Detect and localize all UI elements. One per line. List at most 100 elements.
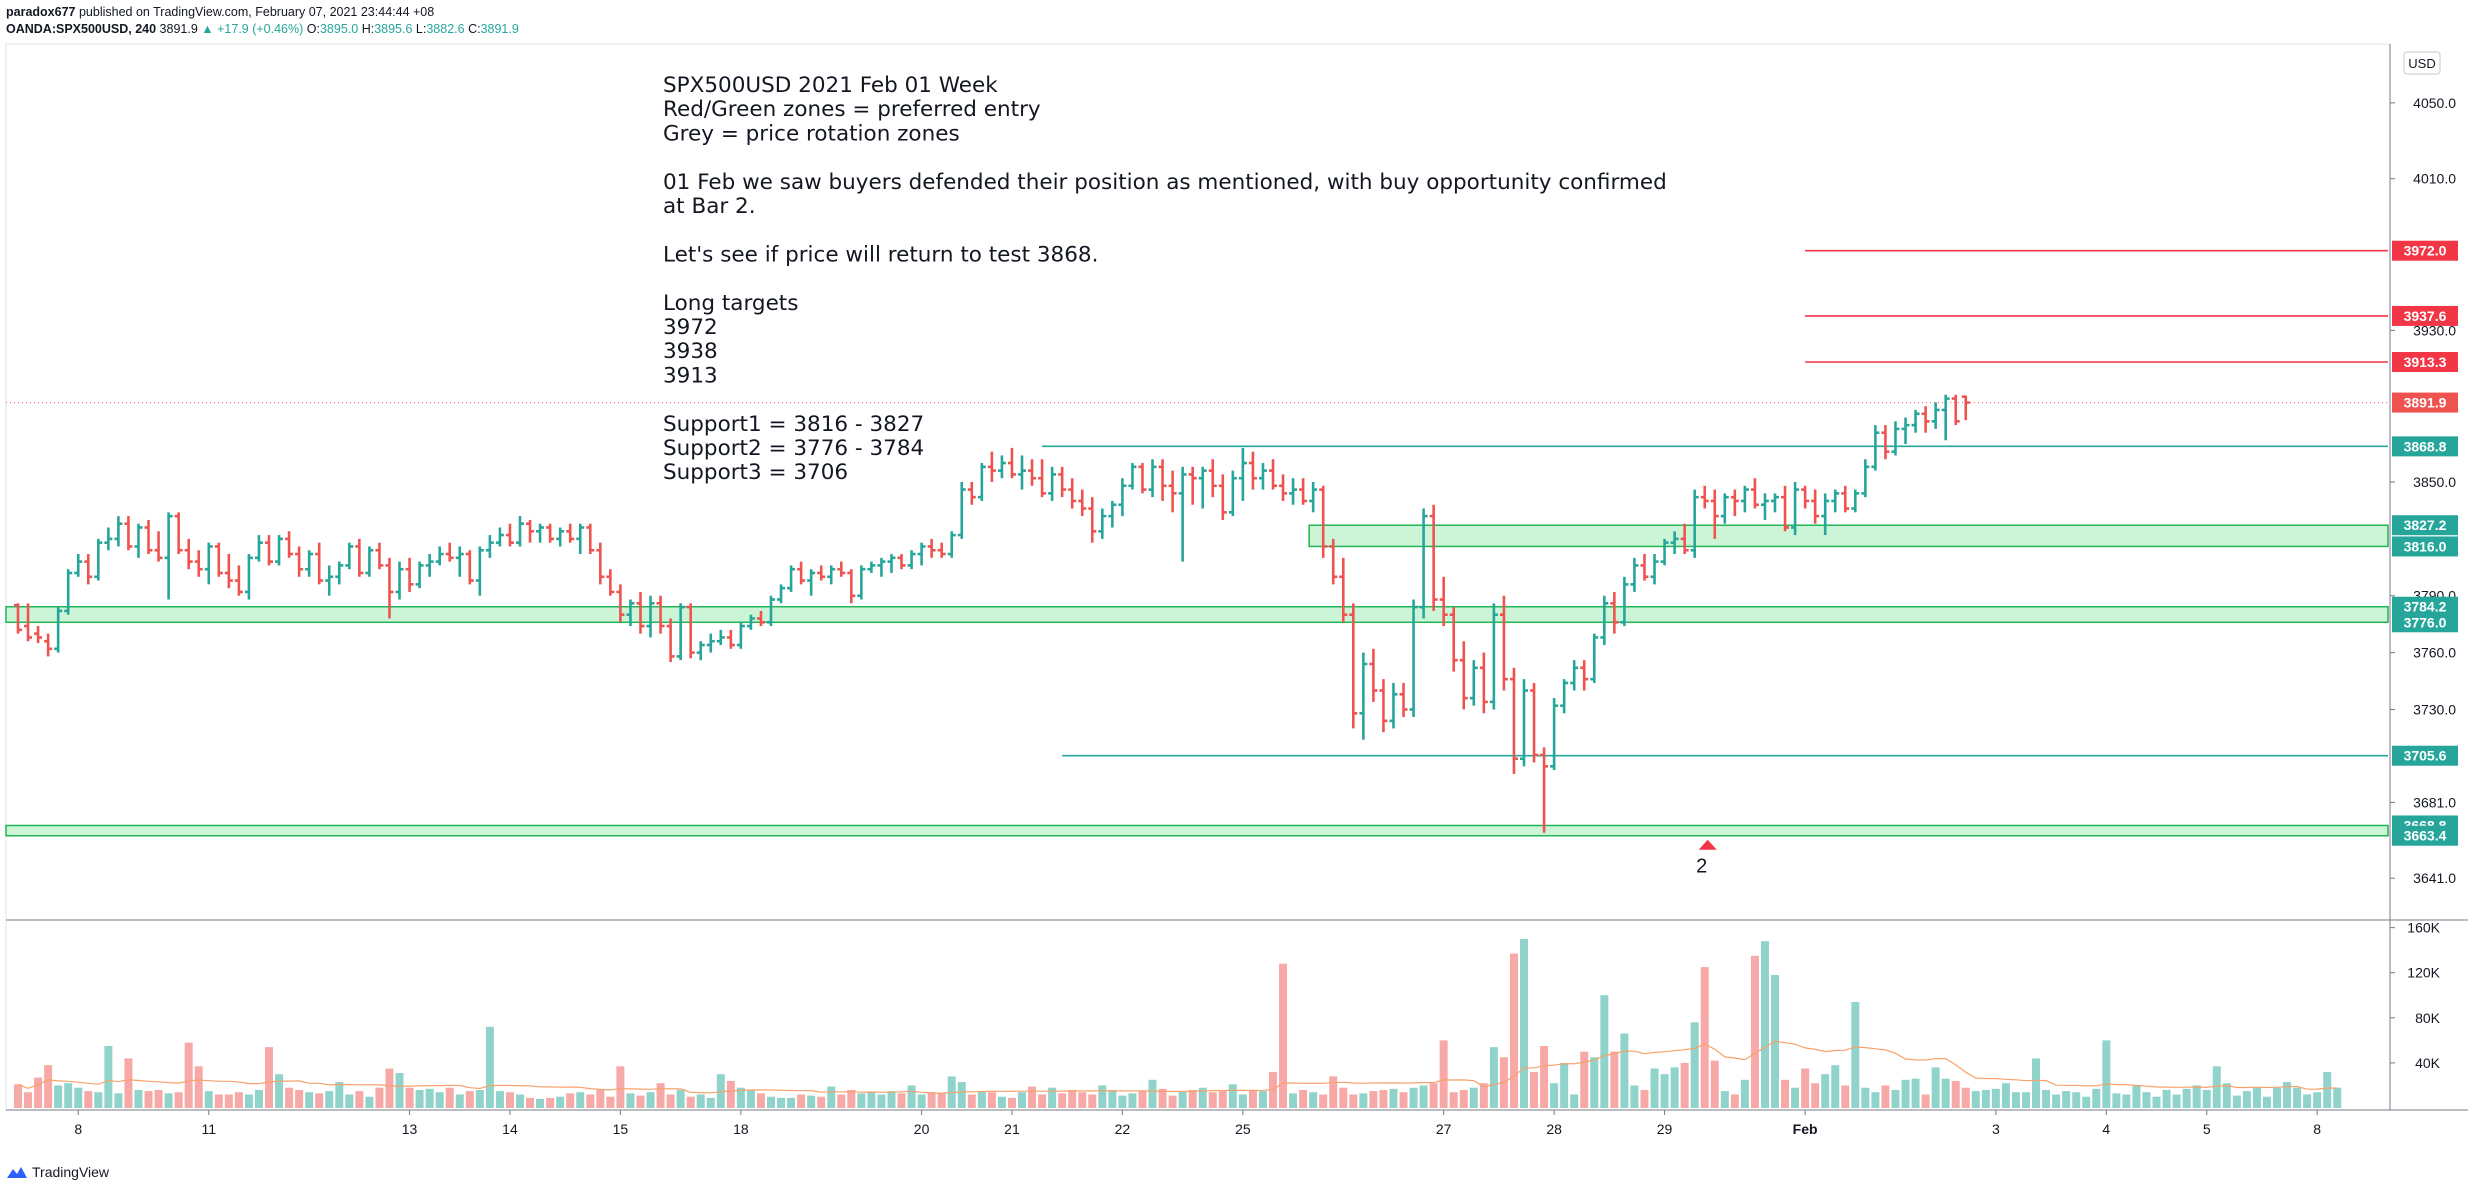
volume-bar <box>817 1096 826 1108</box>
chart-annotation[interactable]: SPX500USD 2021 Feb 01 Week Red/Green zone… <box>663 73 1667 485</box>
volume-bar <box>897 1093 906 1108</box>
ohlc-bar <box>1349 603 1358 729</box>
volume-bar <box>2242 1091 2251 1108</box>
volume-bar <box>1670 1067 1679 1108</box>
volume-bar <box>827 1086 836 1108</box>
ohlc-bar <box>656 595 665 634</box>
volume-bar <box>1911 1078 1920 1108</box>
ohlc-bar <box>194 550 203 577</box>
volume-bar <box>1891 1089 1900 1108</box>
volume-bar <box>1299 1089 1308 1108</box>
ohlc-bar <box>1851 489 1860 513</box>
volume-bar <box>1540 1046 1549 1108</box>
ohlc-bar <box>1580 660 1589 691</box>
ohlc-bar <box>104 527 113 551</box>
author-name[interactable]: paradox677 <box>6 5 76 19</box>
annotation-line <box>663 146 670 171</box>
volume-bar <box>244 1094 253 1108</box>
volume-bar <box>1118 1095 1127 1108</box>
volume-bar <box>536 1098 545 1108</box>
ohlc-bar <box>1018 455 1026 490</box>
ohlc-bar <box>244 554 253 600</box>
support-zone-1[interactable] <box>1308 524 2389 548</box>
arrow-up-icon <box>1698 839 1717 850</box>
volume-bar <box>305 1092 314 1108</box>
ohlc-bar <box>566 523 575 543</box>
volume-bar <box>2222 1083 2231 1108</box>
volume-ma-line <box>17 1040 2338 1094</box>
volume-bar <box>1459 1089 1468 1108</box>
ohlc-bar <box>1640 554 1649 581</box>
volume-bar <box>977 1091 986 1108</box>
last-price-label <box>2392 392 2458 413</box>
ohlc-bar <box>1961 395 1970 421</box>
tradingview-footer[interactable]: TradingView <box>6 1164 109 1180</box>
volume-bar <box>1720 1091 1729 1108</box>
currency-badge[interactable]: USD <box>2403 51 2441 75</box>
ohlc-bar <box>44 633 53 657</box>
ohlc-bar <box>124 516 133 551</box>
volume-bar <box>546 1097 555 1108</box>
volume-bar <box>355 1091 364 1108</box>
level-label-text: 3913.3 <box>2404 354 2447 370</box>
support-zone-2[interactable] <box>5 605 2389 624</box>
volume-bar <box>1981 1089 1990 1108</box>
ohlc-bar <box>1771 493 1779 513</box>
ohlc-bar <box>1208 459 1217 498</box>
volume-bar <box>1409 1087 1418 1108</box>
ohlc-bar <box>977 463 986 501</box>
symbol-name[interactable]: OANDA:SPX500USD, 240 <box>6 22 157 36</box>
volume-bar <box>1520 938 1528 1108</box>
ohlc-bar <box>485 535 494 558</box>
ohlc-bar <box>887 554 896 573</box>
ohlc-bar <box>767 595 775 627</box>
support-zone-3[interactable] <box>5 824 2389 837</box>
ohlc-bar <box>1590 633 1599 683</box>
ohlc-bar <box>1048 466 1057 501</box>
annotation-line: at Bar 2. <box>663 194 756 219</box>
price-axis[interactable]: 4050.04010.03930.03850.03790.03760.03730… <box>2390 95 2456 886</box>
time-axis[interactable]: 8 11 13 14 15 18 20 21 22 25 27 28 29 Feb 3 4 5 8 <box>74 1110 2321 1137</box>
time-tick-label: 20 <box>914 1121 930 1137</box>
volume-bar <box>1218 1091 1227 1108</box>
volume-bar <box>706 1097 715 1108</box>
ohlc-bar <box>254 535 263 562</box>
ohlc-bar <box>1198 466 1207 509</box>
volume-bar <box>606 1096 615 1108</box>
ohlc-bar <box>1289 478 1298 505</box>
volume-bar <box>1931 1067 1940 1108</box>
zone-label-text: 3776.0 <box>2404 614 2447 630</box>
ohlc-bar <box>34 626 43 644</box>
ohlc-bar <box>937 542 946 558</box>
low-label: L: <box>415 22 427 36</box>
ohlc-bar <box>726 629 735 649</box>
zone-label <box>2392 596 2458 617</box>
ohlc-bar <box>1258 463 1267 490</box>
volume-bar <box>907 1085 916 1108</box>
volume-bar <box>1188 1089 1197 1108</box>
volume-axis[interactable]: 40K 80K 120K 160K <box>2390 920 2441 1071</box>
volume-bar <box>1921 1094 1930 1108</box>
volume-bar <box>144 1091 153 1108</box>
ohlc-bar <box>184 538 193 570</box>
volume-bar <box>2162 1089 2171 1108</box>
bar-marker-label: 2 <box>1696 856 1707 878</box>
volume-bar <box>265 1047 273 1108</box>
ohlc-bar <box>1178 466 1187 562</box>
volume-bar <box>1479 1083 1488 1108</box>
volume-bar <box>1198 1087 1207 1108</box>
volume-bar <box>2052 1094 2061 1108</box>
ohlc-bar <box>897 554 906 570</box>
volume-bar <box>887 1091 896 1108</box>
volume-bar <box>857 1093 866 1108</box>
volume-bar <box>54 1085 63 1108</box>
ohlc-bar <box>1138 463 1147 494</box>
time-tick-label: 21 <box>1004 1121 1020 1137</box>
level-label-text: 3937.6 <box>2404 308 2447 324</box>
ohlc-bar <box>536 523 545 543</box>
annotation-line: Let's see if price will return to test 3… <box>663 242 1098 267</box>
volume-bar <box>1801 1068 1810 1108</box>
level-label-text: 3705.6 <box>2404 748 2447 764</box>
ohlc-bar <box>1359 652 1368 740</box>
